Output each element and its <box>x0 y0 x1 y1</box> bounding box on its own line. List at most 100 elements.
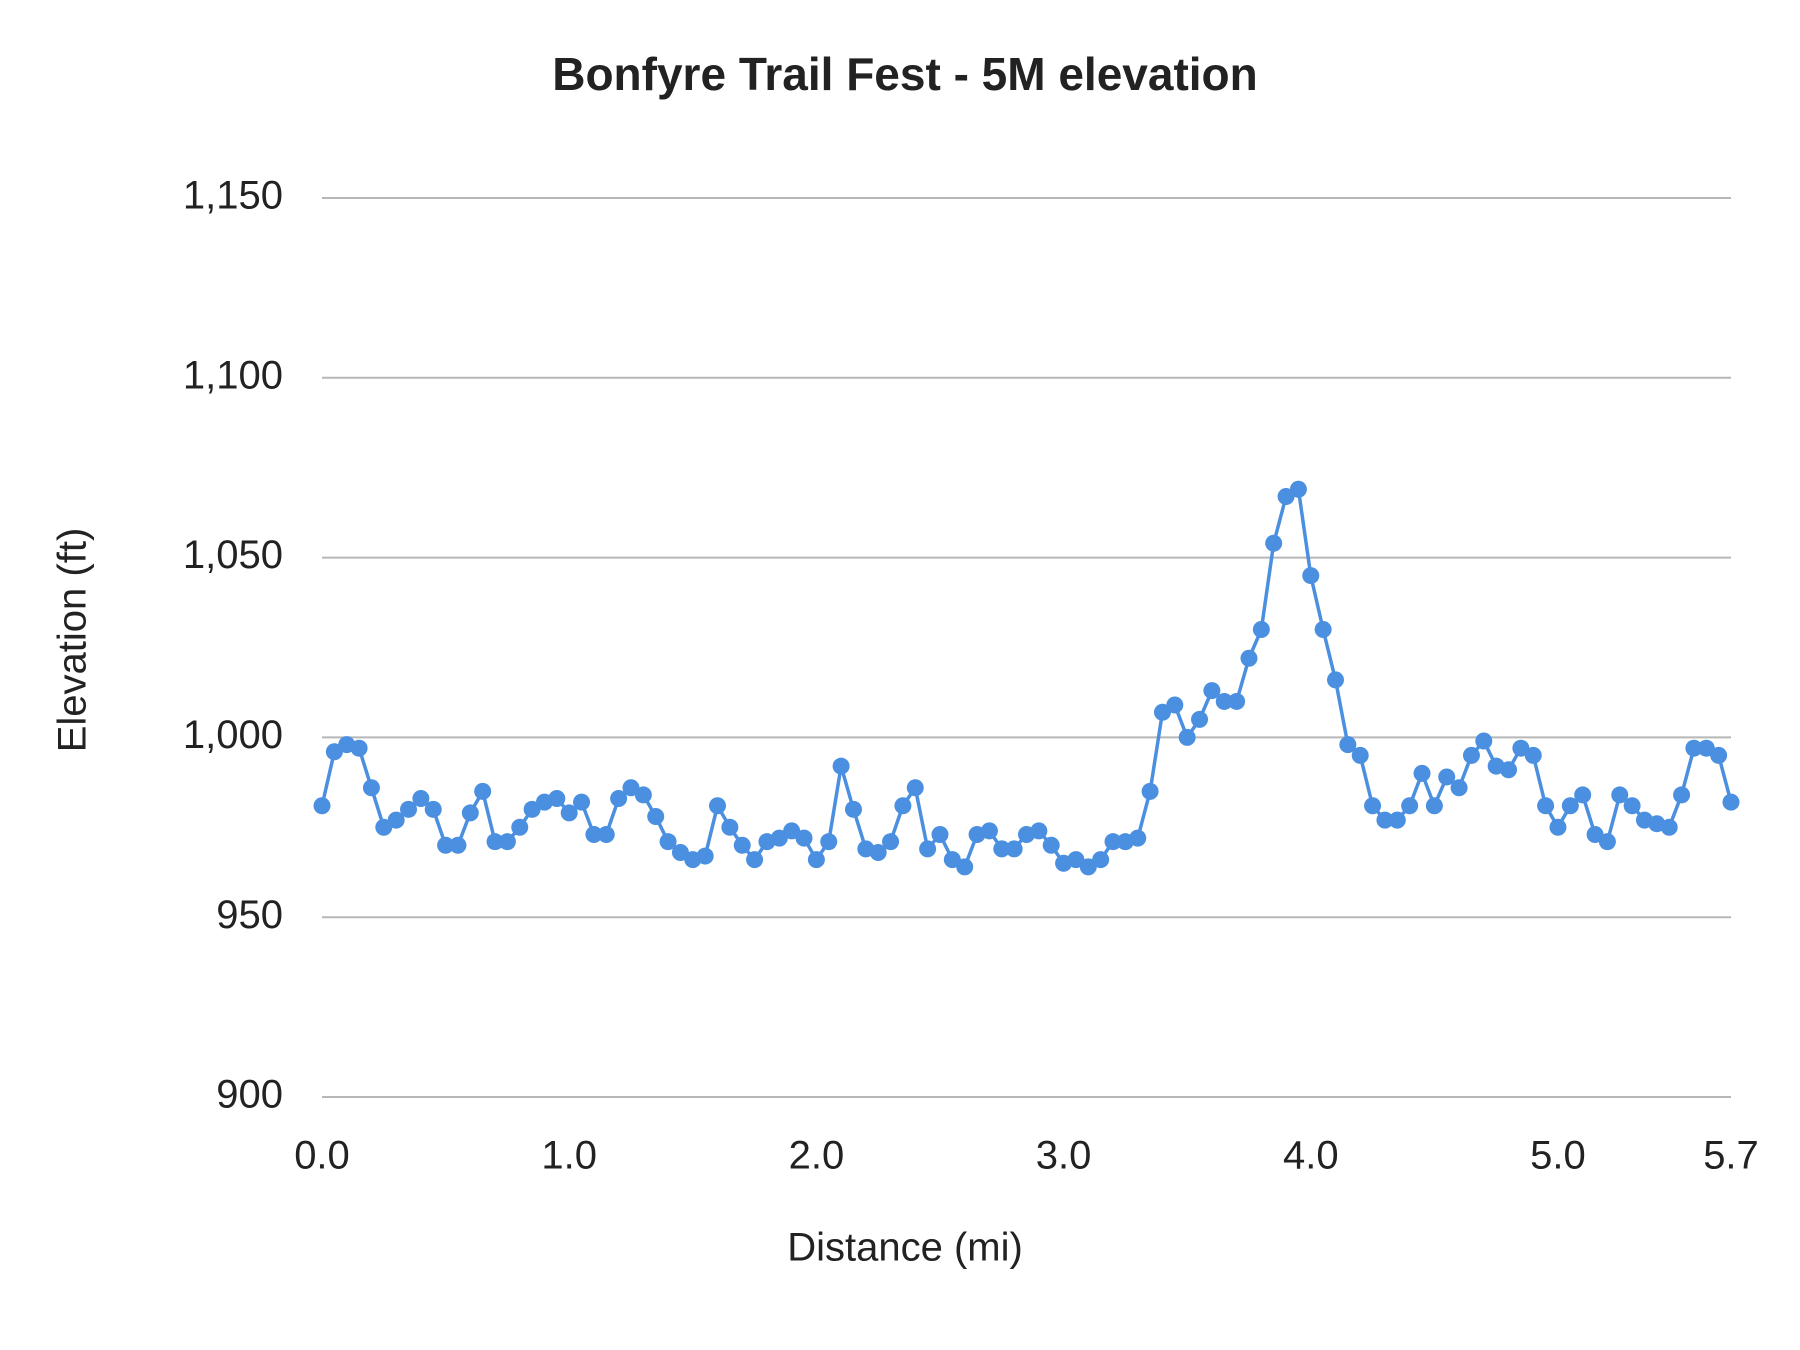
data-point <box>1438 768 1456 786</box>
y-tick-label: 1,000 <box>183 713 283 757</box>
data-point <box>1512 739 1530 757</box>
data-point <box>350 739 368 757</box>
data-point <box>1401 797 1419 815</box>
x-tick-label: 2.0 <box>789 1134 845 1178</box>
data-point <box>795 829 813 847</box>
data-point <box>1722 793 1740 811</box>
data-point <box>1129 829 1147 847</box>
data-point <box>1425 797 1443 815</box>
data-point <box>1203 682 1221 700</box>
data-point <box>1228 692 1246 710</box>
data-point <box>1500 761 1518 779</box>
data-point <box>1388 811 1406 829</box>
data-point <box>1364 797 1382 815</box>
data-point <box>906 779 924 797</box>
data-point <box>647 808 665 826</box>
data-point <box>424 800 442 818</box>
data-point <box>1104 833 1122 851</box>
y-tick-label: 1,050 <box>183 533 283 577</box>
x-tick-label: 5.7 <box>1703 1134 1759 1178</box>
data-point <box>412 790 430 808</box>
data-point <box>1302 567 1320 585</box>
y-tick-label: 1,150 <box>183 174 283 218</box>
data-point <box>1710 746 1728 764</box>
data-point <box>1092 851 1110 869</box>
data-point <box>882 833 900 851</box>
data-point <box>1611 786 1629 804</box>
x-tick-label: 3.0 <box>1036 1134 1092 1178</box>
data-point <box>437 836 455 854</box>
data-point <box>696 847 714 865</box>
data-point <box>1574 786 1592 804</box>
data-point <box>523 800 541 818</box>
data-point <box>313 797 331 815</box>
data-point <box>1598 833 1616 851</box>
data-point <box>746 851 764 869</box>
data-point <box>1289 480 1307 498</box>
data-point <box>1153 703 1171 721</box>
data-point <box>1475 732 1493 750</box>
data-point <box>498 833 516 851</box>
data-point <box>993 840 1011 858</box>
data-point <box>474 782 492 800</box>
x-tick-label: 1.0 <box>541 1134 597 1178</box>
data-point <box>709 797 727 815</box>
data-point <box>1326 671 1344 689</box>
data-point <box>1561 797 1579 815</box>
data-point <box>400 800 418 818</box>
data-point <box>1178 728 1196 746</box>
data-point <box>1166 696 1184 714</box>
data-point <box>1376 811 1394 829</box>
data-point <box>1549 818 1567 836</box>
data-point <box>894 797 912 815</box>
data-point <box>1537 797 1555 815</box>
data-point <box>325 743 343 761</box>
x-tick-label: 5.0 <box>1530 1134 1586 1178</box>
data-point <box>548 790 566 808</box>
data-point <box>807 851 825 869</box>
data-point <box>461 804 479 822</box>
data-point <box>486 833 504 851</box>
data-point <box>820 833 838 851</box>
data-point <box>733 836 751 854</box>
data-point <box>610 790 628 808</box>
data-point <box>1351 746 1369 764</box>
data-point <box>956 858 974 876</box>
x-tick-label: 4.0 <box>1283 1134 1339 1178</box>
data-point <box>634 786 652 804</box>
data-point <box>1673 786 1691 804</box>
data-point <box>659 833 677 851</box>
data-point <box>931 825 949 843</box>
data-point <box>832 757 850 775</box>
data-point <box>1067 851 1085 869</box>
x-axis-label: Distance (mi) <box>787 1226 1023 1270</box>
data-point <box>511 818 529 836</box>
chart-title: Bonfyre Trail Fest - 5M elevation <box>552 48 1258 100</box>
data-point <box>1697 739 1715 757</box>
data-point <box>1191 710 1209 728</box>
data-point <box>1030 822 1048 840</box>
data-point <box>362 779 380 797</box>
data-point <box>560 804 578 822</box>
data-point <box>622 779 640 797</box>
data-point <box>573 793 591 811</box>
data-point <box>1240 649 1258 667</box>
data-point <box>1277 487 1295 505</box>
data-point <box>1623 797 1641 815</box>
y-tick-label: 950 <box>216 893 283 937</box>
data-point <box>1252 621 1270 639</box>
data-point <box>869 843 887 861</box>
data-point <box>919 840 937 858</box>
data-point <box>1685 739 1703 757</box>
y-tick-label: 900 <box>216 1073 283 1117</box>
data-point <box>1524 746 1542 764</box>
data-point <box>1413 764 1431 782</box>
data-point <box>1005 840 1023 858</box>
data-point <box>1079 858 1097 876</box>
data-point <box>449 836 467 854</box>
data-point <box>1042 836 1060 854</box>
data-point <box>375 818 393 836</box>
data-point <box>721 818 739 836</box>
